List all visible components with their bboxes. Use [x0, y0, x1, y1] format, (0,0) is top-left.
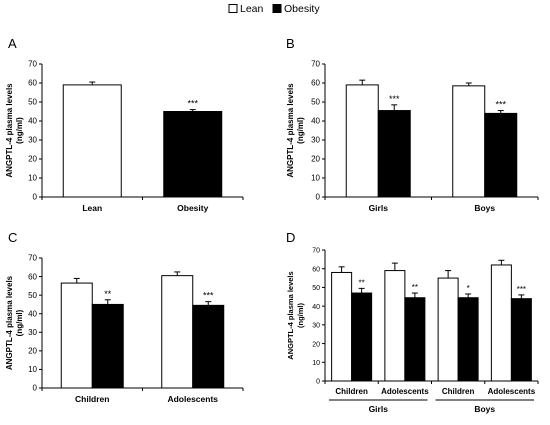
panel-b: B 0 10 20 30 40 50 60 70 ANGPTL-4 plasma levels (n… — [286, 36, 539, 213]
x-category-label: Adolescents — [381, 387, 429, 396]
x-category-label: Children — [75, 394, 109, 404]
supergroup-label: Girls — [369, 404, 389, 414]
y-tick-label: 20 — [311, 155, 320, 164]
panel-letter: D — [286, 230, 295, 245]
y-tick-label: 0 — [33, 193, 38, 202]
bar-lean — [490, 264, 512, 382]
significance-marker: ** — [104, 289, 112, 299]
bar-obesity — [351, 292, 373, 382]
significance-marker: *** — [495, 100, 506, 110]
bar-lean — [384, 270, 406, 382]
x-category-label: Boys — [474, 203, 495, 213]
bar-obesity — [510, 298, 532, 382]
y-tick-label: 10 — [28, 365, 37, 374]
y-axis-label: ANGPTL-4 plasma levels — [286, 83, 295, 178]
legend: Lean Obesity — [228, 3, 320, 15]
bar-obesity — [404, 297, 426, 382]
legend-swatch-lean — [228, 4, 238, 13]
y-tick-label: 20 — [312, 341, 320, 348]
panel-d: D 0 10 20 30 40 50 60 70 ANGPTL-4 plasma levels (n… — [286, 230, 539, 414]
x-category-label: Girls — [369, 203, 389, 213]
x-category-label: Adolescents — [167, 394, 218, 404]
x-category-label: Children — [335, 387, 368, 396]
y-tick-label: 40 — [311, 117, 320, 126]
significance-marker: *** — [389, 94, 400, 104]
y-tick-label: 0 — [316, 193, 321, 202]
y-tick-label: 20 — [28, 155, 37, 164]
bar-obesity — [377, 110, 411, 198]
y-axis-unit: (ng/ml) — [15, 117, 24, 144]
y-tick-label: 60 — [312, 266, 320, 273]
bar-lean — [62, 84, 122, 198]
y-tick-label: 30 — [312, 323, 320, 330]
bar-lean — [437, 277, 459, 382]
legend-swatch-obesity — [272, 4, 282, 13]
significance-marker: ** — [412, 283, 418, 292]
panel-letter: B — [286, 36, 295, 51]
bar-obesity — [457, 297, 479, 382]
y-axis-unit: (ng/ml) — [15, 309, 24, 336]
bar-lean — [345, 84, 379, 198]
y-axis-unit: (ng/ml) — [296, 117, 305, 144]
y-tick-label: 20 — [28, 347, 37, 356]
y-tick-label: 70 — [28, 254, 37, 263]
significance-marker: * — [467, 284, 470, 293]
y-tick-label: 60 — [28, 79, 37, 88]
bar-lean — [60, 282, 93, 389]
panel-a: A 0 10 20 30 40 50 60 70 ANGPTL-4 plasma levels (n… — [5, 36, 244, 213]
y-tick-label: 50 — [312, 285, 320, 292]
x-category-label: Adolescents — [488, 387, 536, 396]
bar-obesity — [163, 111, 223, 198]
y-tick-label: 50 — [28, 98, 37, 107]
y-tick-label: 0 — [316, 379, 320, 386]
y-tick-label: 30 — [311, 136, 320, 145]
y-axis-label: ANGPTL-4 plasma levels — [286, 271, 295, 359]
y-tick-label: 30 — [28, 136, 37, 145]
bar-obesity — [192, 304, 225, 389]
x-category-label: Obesity — [177, 203, 208, 213]
significance-marker: ** — [359, 278, 365, 287]
supergroup-label: Boys — [474, 404, 495, 414]
significance-marker: *** — [187, 99, 198, 109]
bar-lean — [161, 275, 194, 389]
bar-obesity — [484, 112, 518, 198]
y-tick-label: 70 — [311, 60, 320, 69]
y-tick-label: 60 — [28, 272, 37, 281]
significance-marker: *** — [517, 285, 526, 294]
y-axis-label: ANGPTL-4 plasma levels — [5, 83, 14, 178]
legend-label-obesity: Obesity — [284, 3, 320, 15]
legend-label-lean: Lean — [240, 3, 264, 15]
y-tick-label: 30 — [28, 328, 37, 337]
y-tick-label: 70 — [312, 248, 320, 255]
y-tick-label: 50 — [311, 98, 320, 107]
y-tick-label: 40 — [312, 304, 320, 311]
bar-lean — [331, 271, 353, 382]
panel-c: C 0 10 20 30 40 50 60 70 ANGPTL-4 plasma levels (n… — [5, 230, 244, 404]
y-tick-label: 10 — [311, 174, 320, 183]
y-axis-unit: (ng/ml) — [296, 303, 305, 328]
panel-letter: A — [8, 36, 17, 51]
y-tick-label: 60 — [311, 79, 320, 88]
y-tick-label: 0 — [33, 384, 38, 393]
y-tick-label: 40 — [28, 117, 37, 126]
y-tick-label: 10 — [28, 174, 37, 183]
y-tick-label: 70 — [28, 60, 37, 69]
y-axis-label: ANGPTL-4 plasma levels — [5, 275, 14, 370]
y-tick-label: 10 — [312, 360, 320, 367]
bar-obesity — [91, 303, 124, 389]
x-category-label: Children — [442, 387, 475, 396]
significance-marker: *** — [203, 291, 214, 301]
x-category-label: Lean — [82, 203, 102, 213]
y-tick-label: 40 — [28, 309, 37, 318]
bar-lean — [452, 85, 486, 198]
panel-letter: C — [8, 230, 17, 245]
y-tick-label: 50 — [28, 291, 37, 300]
